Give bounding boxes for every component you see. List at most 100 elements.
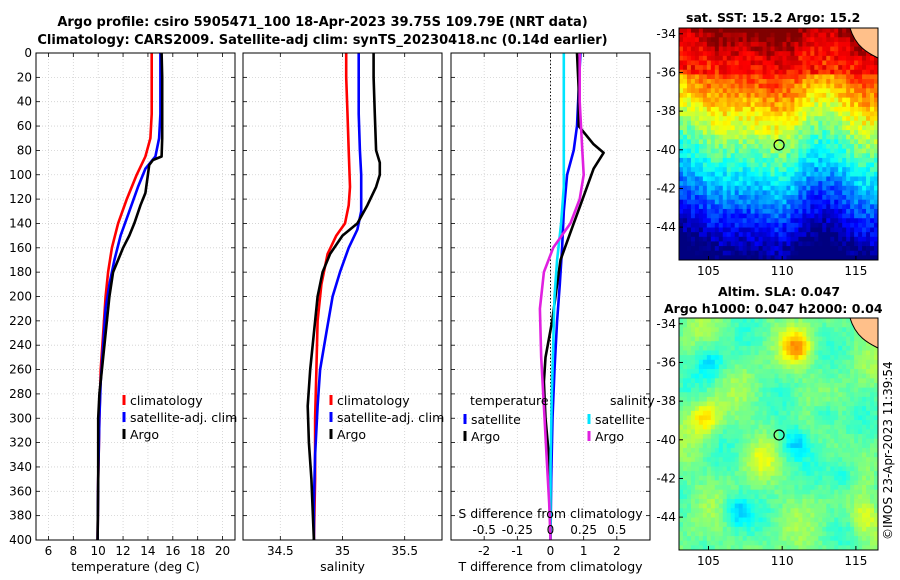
- sst_map-cell: [838, 41, 843, 47]
- sst_map-cell: [778, 125, 783, 131]
- sla_map-cell: [770, 378, 775, 384]
- sla_map-cell: [778, 443, 783, 449]
- sst_map-cell: [718, 88, 724, 94]
- sst_map-cell: [870, 199, 875, 205]
- sla_map-cell: [786, 447, 791, 453]
- sst_map-cell: [758, 51, 763, 57]
- sst_map-cell: [810, 37, 815, 43]
- sla_map-cell: [698, 522, 704, 528]
- sla_map-cell: [786, 392, 791, 398]
- sst_map-cell: [722, 97, 728, 103]
- sst_map-cell: [710, 199, 716, 205]
- sst_map-cell: [810, 74, 815, 80]
- sla_map-cell: [782, 461, 787, 467]
- sla_map-cell: [754, 359, 759, 365]
- sla_map-cell: [754, 438, 759, 444]
- sla_map-cell: [722, 424, 728, 430]
- sst_map-cell: [774, 255, 779, 261]
- sst_map-cell: [854, 208, 859, 214]
- sla_map-cell: [738, 434, 744, 440]
- sst_map-cell: [710, 120, 716, 126]
- sla_map-cell: [686, 517, 692, 523]
- sla_map-cell: [790, 503, 795, 509]
- sla_map-cell: [679, 461, 684, 467]
- sst_map-cell: [694, 32, 700, 38]
- sst_map-cell: [874, 208, 879, 214]
- sst_map-cell: [790, 190, 795, 196]
- sla_map-cell: [782, 489, 787, 495]
- sst_map-cell: [834, 74, 839, 80]
- sla_map-cell: [794, 545, 799, 551]
- sst_map-cell: [802, 176, 807, 182]
- sla_map-cell: [702, 410, 708, 416]
- sst_map-cell: [810, 232, 815, 238]
- sst_map-cell: [762, 208, 767, 214]
- sla_map-cell: [694, 522, 700, 528]
- sst_map-cell: [790, 88, 795, 94]
- sla_map-cell: [686, 401, 692, 407]
- sst_map-cell: [690, 134, 696, 140]
- sla_map-cell: [790, 457, 795, 463]
- sst_map-cell: [870, 250, 875, 256]
- sst_map-cell: [818, 97, 823, 103]
- sst_map-cell: [726, 65, 732, 71]
- sla_map-cell: [834, 429, 839, 435]
- sla_map-cell: [679, 420, 684, 426]
- sla_map-cell: [766, 512, 771, 518]
- sst_map-cell: [714, 116, 720, 122]
- sst_map-cell: [842, 102, 847, 108]
- sla_map-cell: [830, 536, 835, 542]
- sst_map-cell: [690, 125, 696, 131]
- sst_map-cell: [798, 241, 803, 247]
- sst_map-cell: [822, 144, 827, 150]
- sst_map-cell: [754, 28, 759, 34]
- sst_map-cell: [738, 60, 744, 66]
- sst_map-cell: [778, 236, 783, 242]
- sst_map-cell: [679, 246, 684, 252]
- sla_map-cell: [818, 494, 823, 500]
- sla_map-cell: [746, 517, 752, 523]
- sla_map-cell: [846, 382, 851, 388]
- sst_map-cell: [778, 208, 783, 214]
- sst_map-cell: [786, 37, 791, 43]
- sst_map-cell: [874, 106, 879, 112]
- sla_map-cell: [778, 461, 783, 467]
- sla_map-cell: [798, 336, 803, 342]
- sla_map-cell: [758, 471, 763, 477]
- sla_map-cell: [698, 461, 704, 467]
- sst_map-cell: [818, 120, 823, 126]
- sla_map-cell: [770, 345, 775, 351]
- sst_map-cell: [874, 144, 879, 150]
- sst_map-cell: [718, 227, 724, 233]
- sst_map-cell: [798, 83, 803, 89]
- sst_map-cell: [750, 250, 756, 256]
- sla_map-cell: [738, 508, 744, 514]
- sst_map-cell: [694, 102, 700, 108]
- sst_map-y-tick-label: -38: [656, 104, 676, 118]
- sla_map-cell: [814, 322, 819, 328]
- sst_map-cell: [690, 41, 696, 47]
- sst_map-cell: [726, 139, 732, 145]
- sst_map-cell: [682, 111, 688, 117]
- sla_map-cell: [838, 508, 843, 514]
- sla_map-cell: [786, 318, 791, 324]
- sst_map-cell: [874, 55, 879, 61]
- sst_map-cell: [778, 199, 783, 205]
- sla_map-cell: [738, 420, 744, 426]
- sst_map-cell: [862, 153, 867, 159]
- sla_map-cell: [750, 378, 756, 384]
- sla_map-cell: [706, 345, 712, 351]
- sst_map: 105 110 115-34-36-38-40-42-44: [656, 27, 879, 278]
- sst_map-cell: [754, 246, 759, 252]
- sst_map-cell: [750, 195, 756, 201]
- sla_map-cell: [810, 461, 815, 467]
- sla_map-cell: [682, 480, 688, 486]
- sst_map-cell: [710, 92, 716, 98]
- sst_map-cell: [822, 55, 827, 61]
- sst_map-cell: [858, 255, 863, 261]
- sst_map-cell: [702, 111, 708, 117]
- sla_map-cell: [754, 350, 759, 356]
- sla_map-cell: [726, 457, 732, 463]
- sst_map-cell: [706, 65, 712, 71]
- sla_map-cell: [774, 378, 779, 384]
